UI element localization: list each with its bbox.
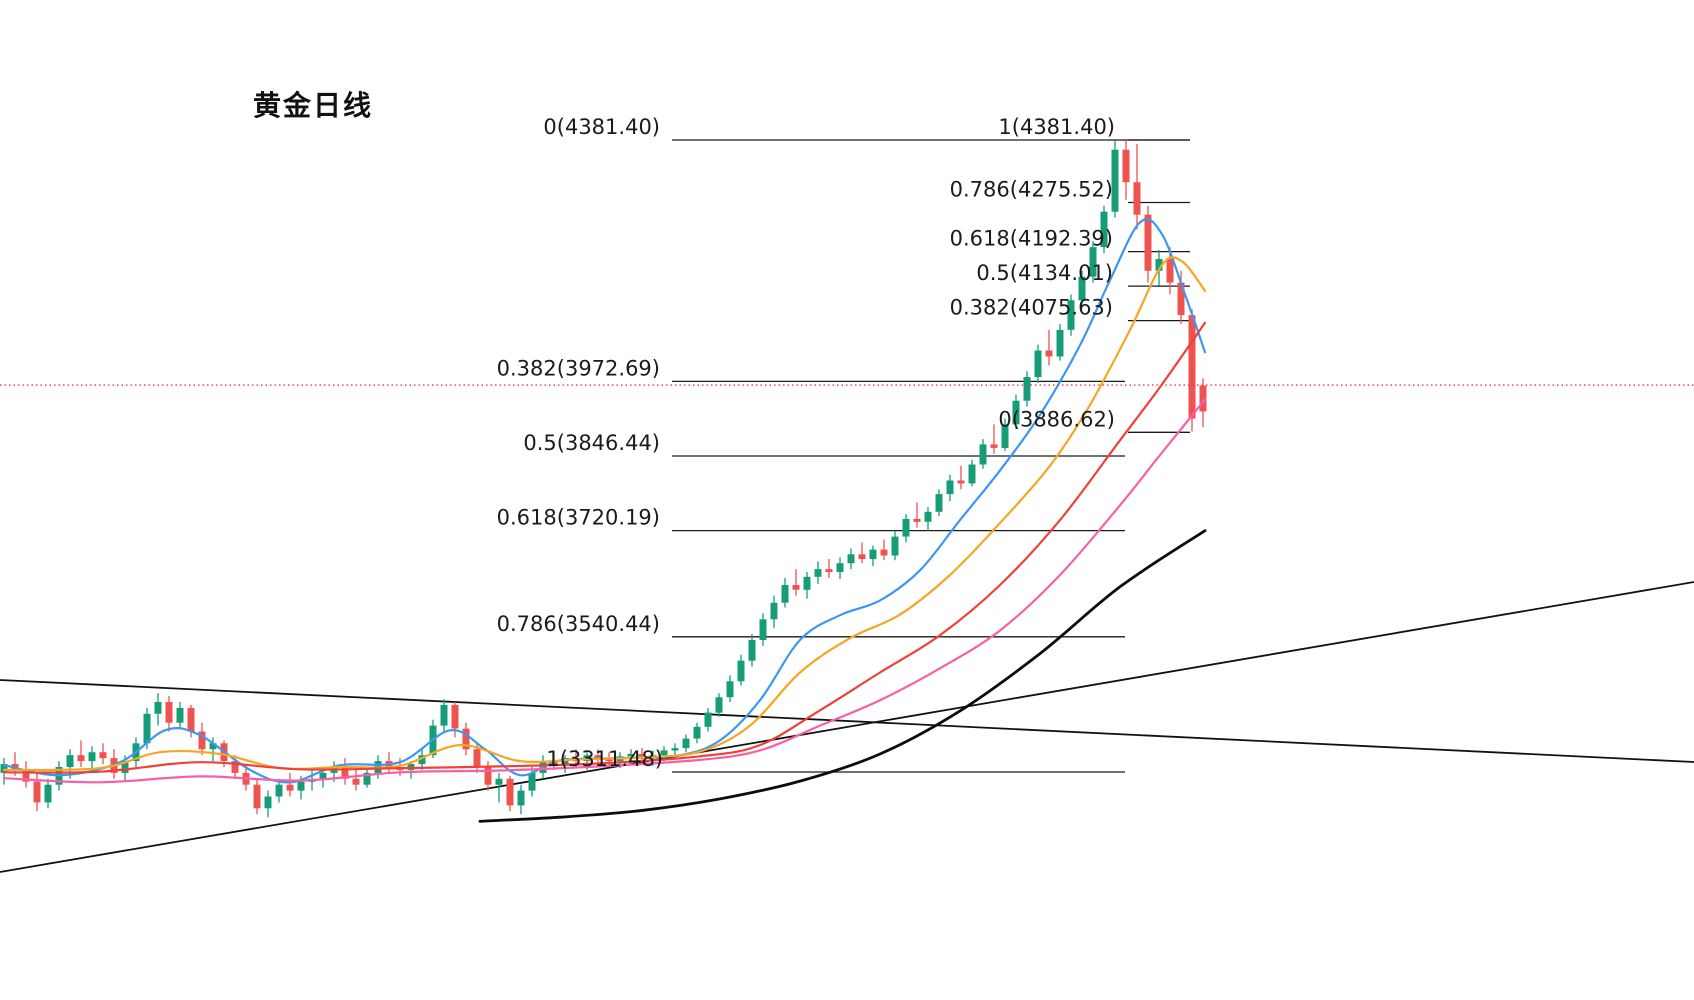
candle	[902, 514, 910, 543]
candle	[715, 693, 723, 717]
candle	[517, 784, 525, 815]
trend-lines-layer	[0, 581, 1694, 873]
fib-primary-label: 0(4381.40)	[543, 115, 660, 139]
ma-slower-pink	[2, 398, 1207, 784]
candle	[253, 778, 261, 815]
candle	[880, 539, 888, 561]
candle	[704, 707, 712, 732]
candle	[99, 743, 107, 764]
candle	[858, 542, 866, 564]
ma-fast-blue	[2, 218, 1207, 784]
candle	[198, 722, 206, 756]
candle	[165, 696, 173, 732]
candle	[869, 545, 877, 567]
candle	[440, 699, 448, 732]
fibonacci-labels-layer: 0(4381.40) 0.382(3972.69) 0.5(3846.44) 0.61…	[497, 115, 1115, 771]
candle	[638, 748, 646, 763]
fib-primary-label: 0.5(3846.44)	[523, 431, 660, 455]
candle	[990, 424, 998, 454]
candle	[264, 790, 272, 818]
candle	[792, 569, 800, 596]
fib-primary-label: 1(3311.48)	[546, 747, 663, 771]
candle	[748, 634, 756, 667]
candle	[891, 530, 899, 561]
candle	[814, 561, 822, 584]
candle	[1133, 143, 1141, 230]
fib-secondary-label: 0.618(4192.39)	[950, 227, 1113, 251]
candle	[803, 572, 811, 599]
chart-title: 黄金日线	[253, 89, 374, 122]
candle	[946, 474, 954, 502]
candle	[1111, 140, 1119, 218]
candle	[693, 722, 701, 744]
ma-longterm-black	[478, 529, 1207, 823]
candle	[1023, 371, 1031, 407]
fib-secondary-label: 0(3886.62)	[998, 407, 1115, 431]
candle	[1144, 205, 1152, 283]
candle	[759, 613, 767, 646]
candle	[1078, 270, 1086, 307]
candle	[462, 722, 470, 756]
candle	[22, 761, 30, 788]
fib-secondary-label: 1(4381.40)	[998, 115, 1115, 139]
candle	[209, 737, 217, 762]
fib-secondary-label: 0.786(4275.52)	[950, 178, 1113, 202]
candle	[781, 577, 789, 608]
candle	[44, 778, 52, 809]
candle	[451, 702, 459, 738]
long-term-ma-layer	[478, 529, 1207, 823]
candle	[924, 507, 932, 531]
candle	[770, 595, 778, 629]
candle	[385, 752, 393, 773]
candle	[286, 772, 294, 797]
candle	[352, 769, 360, 791]
candle	[1045, 329, 1053, 366]
candle	[737, 654, 745, 686]
moving-averages-layer	[2, 218, 1207, 784]
candle	[1188, 309, 1196, 432]
candle	[1089, 241, 1097, 283]
candle	[847, 548, 855, 570]
candle	[836, 557, 844, 580]
candle	[363, 767, 371, 788]
candle	[506, 775, 514, 812]
candle	[1012, 394, 1020, 430]
fib-primary-label: 0.618(3720.19)	[497, 506, 660, 530]
candle	[968, 459, 976, 487]
candle	[1122, 140, 1130, 200]
candle	[935, 489, 943, 516]
candle	[418, 749, 426, 770]
candle	[979, 439, 987, 469]
candle	[825, 559, 833, 578]
candle	[726, 675, 734, 702]
candle	[1067, 294, 1075, 336]
fibonacci-lines-layer	[672, 139, 1190, 773]
candle	[77, 740, 85, 767]
fib-secondary-label: 0.382(4075.63)	[950, 296, 1113, 320]
candle	[594, 749, 602, 764]
candle	[957, 465, 965, 490]
candle	[176, 702, 184, 729]
candle	[154, 693, 162, 726]
candle	[682, 734, 690, 753]
candle	[341, 758, 349, 785]
candle	[1056, 323, 1064, 361]
upper-falling-trendline[interactable]	[0, 679, 1694, 763]
candle	[913, 502, 921, 528]
fib-primary-label: 0.382(3972.69)	[497, 356, 660, 380]
candle	[1001, 418, 1009, 451]
lower-rising-trendline[interactable]	[0, 581, 1694, 873]
fib-primary-label: 0.786(3540.44)	[497, 612, 660, 636]
candle	[1034, 344, 1042, 383]
candle	[33, 772, 41, 812]
candlesticks-layer	[0, 140, 1207, 818]
candle	[1166, 247, 1174, 295]
candle	[495, 772, 503, 803]
ma-slow-red	[2, 321, 1207, 774]
fib-secondary-label: 0.5(4134.01)	[976, 261, 1113, 285]
candle	[1100, 205, 1108, 254]
